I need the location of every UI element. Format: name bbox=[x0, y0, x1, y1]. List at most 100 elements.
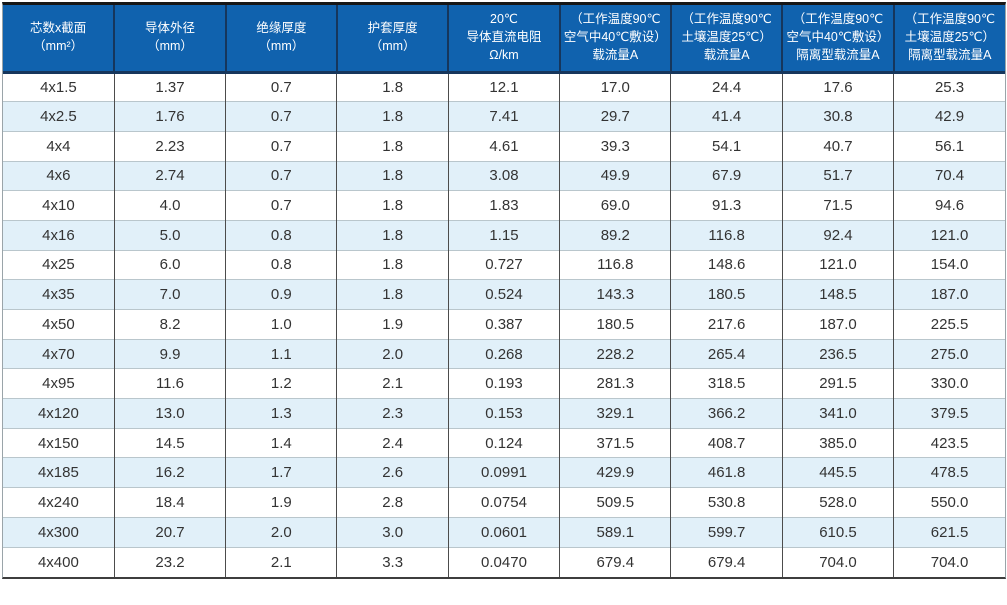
value-cell: 1.15 bbox=[447, 220, 560, 251]
value-cell: 0.8 bbox=[225, 220, 337, 251]
value-cell: 12.1 bbox=[447, 72, 560, 102]
value-cell: 445.5 bbox=[781, 457, 894, 488]
column-header-line: （工作温度90℃ bbox=[904, 12, 996, 27]
value-cell: 94.6 bbox=[893, 190, 1005, 221]
value-cell: 71.5 bbox=[781, 190, 894, 221]
value-cell: 30.8 bbox=[781, 101, 894, 132]
value-cell: 56.1 bbox=[893, 131, 1005, 162]
value-cell: 509.5 bbox=[559, 487, 671, 518]
value-cell: 1.7 bbox=[225, 457, 337, 488]
value-cell: 41.4 bbox=[670, 101, 783, 132]
column-header: 芯数x截面 （mm²） bbox=[3, 5, 115, 72]
value-cell: 589.1 bbox=[559, 517, 671, 547]
value-cell: 318.5 bbox=[670, 368, 783, 399]
value-cell: 42.9 bbox=[893, 101, 1005, 132]
value-cell: 0.0754 bbox=[447, 487, 560, 518]
value-cell: 530.8 bbox=[670, 487, 783, 518]
table-row: 4x4 2.23 0.7 1.8 4.61 39.3 54.1 40.7 56.1 bbox=[3, 131, 1005, 162]
column-header: 20℃ 导体直流电阻 Ω/km bbox=[447, 5, 560, 72]
column-header: 导体外径 （mm） bbox=[113, 5, 226, 72]
value-cell: 610.5 bbox=[781, 517, 894, 547]
spec-size-cell: 4x10 bbox=[42, 197, 75, 215]
table-row: 4x6 2.74 0.7 1.8 3.08 49.9 67.9 51.7 70.4 bbox=[3, 161, 1005, 191]
value-cell: 148.6 bbox=[670, 250, 783, 280]
column-header-line: 土壤温度25℃） bbox=[681, 29, 772, 44]
value-cell: 180.5 bbox=[670, 279, 783, 310]
value-cell: 148.5 bbox=[781, 279, 894, 310]
column-header-line: 土壤温度25℃） bbox=[904, 29, 996, 44]
value-cell: 2.6 bbox=[336, 457, 449, 488]
table-row: 4x1.5 1.37 0.7 1.8 12.1 17.0 24.4 17.6 25.3 bbox=[3, 72, 1005, 102]
value-cell: 0.7 bbox=[225, 161, 337, 191]
value-cell: 1.9 bbox=[336, 309, 449, 340]
column-header-line: 20℃ bbox=[490, 12, 518, 27]
value-cell: 366.2 bbox=[670, 398, 783, 429]
value-cell: 7.0 bbox=[113, 279, 226, 310]
column-header-line: 导体直流电阻 bbox=[466, 29, 542, 44]
value-cell: 1.4 bbox=[225, 428, 337, 458]
value-cell: 461.8 bbox=[670, 457, 783, 488]
column-header-line: 隔离型载流量A bbox=[796, 47, 880, 62]
value-cell: 2.1 bbox=[336, 368, 449, 399]
value-cell: 1.8 bbox=[336, 190, 449, 221]
spec-size-cell: 4x4 bbox=[46, 137, 71, 155]
value-cell: 20.7 bbox=[113, 517, 226, 547]
value-cell: 116.8 bbox=[559, 250, 671, 280]
column-header: （工作温度90℃ 土壤温度25℃） 载流量A bbox=[669, 5, 783, 72]
value-cell: 0.0470 bbox=[447, 547, 560, 577]
value-cell: 92.4 bbox=[781, 220, 894, 251]
table-body: 4x1.5 1.37 0.7 1.8 12.1 17.0 24.4 17.6 25.3 4x2.5… bbox=[3, 72, 1005, 577]
value-cell: 228.2 bbox=[559, 339, 671, 369]
cable-spec-table-container: 芯数x截面 （mm²） 导体外径 （mm） 绝缘厚度 （mm） 护套厚度 （mm） 20℃ 导体直… bbox=[2, 2, 1006, 579]
table-header: 芯数x截面 （mm²） 导体外径 （mm） 绝缘厚度 （mm） 护套厚度 （mm） 20℃ 导体直… bbox=[3, 5, 1005, 72]
spec-size-cell: 4x70 bbox=[42, 345, 75, 363]
table-row: 4x50 8.2 1.0 1.9 0.387 180.5 217.6 187.0 225.5 bbox=[3, 309, 1005, 340]
table-row: 4x400 23.2 2.1 3.3 0.0470 679.4 679.4 704.0 704.… bbox=[3, 547, 1005, 577]
value-cell: 330.0 bbox=[893, 368, 1005, 399]
value-cell: 89.2 bbox=[559, 220, 671, 251]
column-header: （工作温度90℃ 空气中40℃敷设） 隔离型载流量A bbox=[781, 5, 894, 72]
value-cell: 8.2 bbox=[113, 309, 226, 340]
value-cell: 2.4 bbox=[336, 428, 449, 458]
spec-size-cell: 4x400 bbox=[37, 553, 79, 571]
value-cell: 116.8 bbox=[670, 220, 783, 251]
value-cell: 1.8 bbox=[336, 220, 449, 251]
column-header-line: （工作温度90℃ bbox=[792, 12, 884, 27]
value-cell: 1.8 bbox=[336, 161, 449, 191]
value-cell: 1.1 bbox=[225, 339, 337, 369]
header-row: 芯数x截面 （mm²） 导体外径 （mm） 绝缘厚度 （mm） 护套厚度 （mm） 20℃ 导体直… bbox=[3, 5, 1005, 72]
value-cell: 121.0 bbox=[893, 220, 1005, 251]
value-cell: 29.7 bbox=[559, 101, 671, 132]
value-cell: 17.0 bbox=[559, 72, 671, 102]
value-cell: 0.524 bbox=[447, 279, 560, 310]
value-cell: 225.5 bbox=[893, 309, 1005, 340]
value-cell: 1.76 bbox=[113, 101, 226, 132]
value-cell: 0.7 bbox=[225, 131, 337, 162]
value-cell: 17.6 bbox=[781, 72, 894, 102]
value-cell: 24.4 bbox=[670, 72, 783, 102]
value-cell: 2.0 bbox=[225, 517, 337, 547]
column-header-line: 护套厚度 bbox=[367, 21, 418, 35]
value-cell: 341.0 bbox=[781, 398, 894, 429]
column-header-line: （mm） bbox=[147, 38, 193, 53]
value-cell: 14.5 bbox=[113, 428, 226, 458]
value-cell: 599.7 bbox=[670, 517, 783, 547]
value-cell: 180.5 bbox=[559, 309, 671, 340]
value-cell: 0.387 bbox=[447, 309, 560, 340]
value-cell: 423.5 bbox=[893, 428, 1005, 458]
value-cell: 379.5 bbox=[893, 398, 1005, 429]
value-cell: 528.0 bbox=[781, 487, 894, 518]
column-header: 护套厚度 （mm） bbox=[335, 5, 449, 72]
value-cell: 371.5 bbox=[559, 428, 671, 458]
column-header-line: 空气中40℃敷设） bbox=[786, 29, 890, 44]
value-cell: 1.2 bbox=[225, 368, 337, 399]
value-cell: 0.193 bbox=[447, 368, 560, 399]
value-cell: 4.0 bbox=[113, 190, 226, 221]
value-cell: 154.0 bbox=[893, 250, 1005, 280]
spec-size-cell: 4x25 bbox=[42, 256, 75, 274]
value-cell: 329.1 bbox=[559, 398, 671, 429]
value-cell: 2.74 bbox=[113, 161, 226, 191]
value-cell: 275.0 bbox=[893, 339, 1005, 369]
value-cell: 49.9 bbox=[559, 161, 671, 191]
value-cell: 2.8 bbox=[336, 487, 449, 518]
